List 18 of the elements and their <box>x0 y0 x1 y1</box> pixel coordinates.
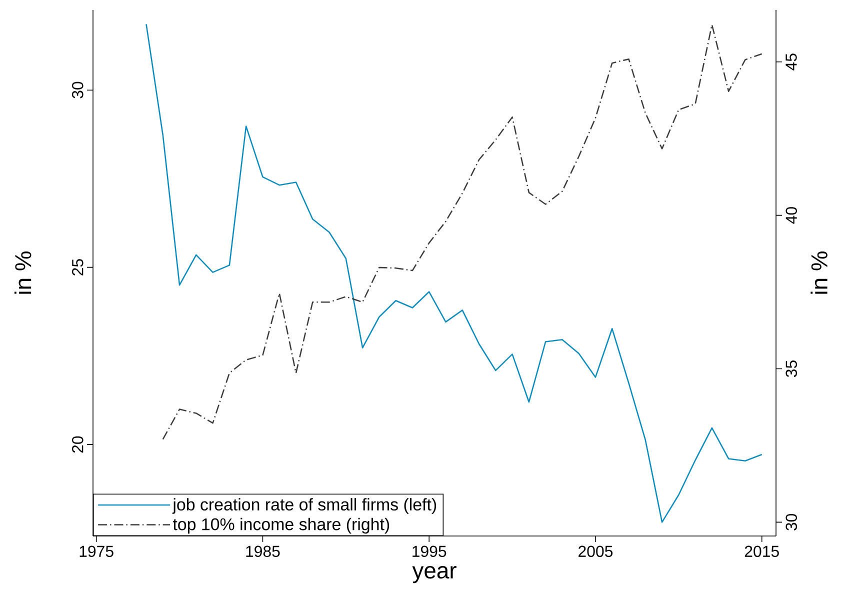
y-tick-label: 25 <box>72 259 84 276</box>
y2-tick-label: 30 <box>786 514 798 530</box>
legend-label: job creation rate of small firms (left) <box>172 498 436 514</box>
y2-tick-label: 35 <box>786 360 798 377</box>
legend-label: top 10% income share (right) <box>172 518 390 534</box>
x-tick-label: 2015 <box>744 546 779 558</box>
x-tick-label: 1995 <box>412 546 446 558</box>
y-tick-label: 20 <box>72 436 84 453</box>
x-axis-title: year <box>412 566 456 584</box>
x-tick-label: 2005 <box>578 546 613 558</box>
x-tick-label: 1975 <box>80 546 114 558</box>
y2-axis-title: in % <box>810 252 828 294</box>
y2-tick-label: 45 <box>786 54 797 70</box>
y2-tick-label: 40 <box>786 207 798 224</box>
y-tick-label: 30 <box>72 82 84 98</box>
y-axis-title: in % <box>14 252 32 294</box>
line-series <box>162 24 763 440</box>
x-tick-label: 1985 <box>246 546 280 558</box>
